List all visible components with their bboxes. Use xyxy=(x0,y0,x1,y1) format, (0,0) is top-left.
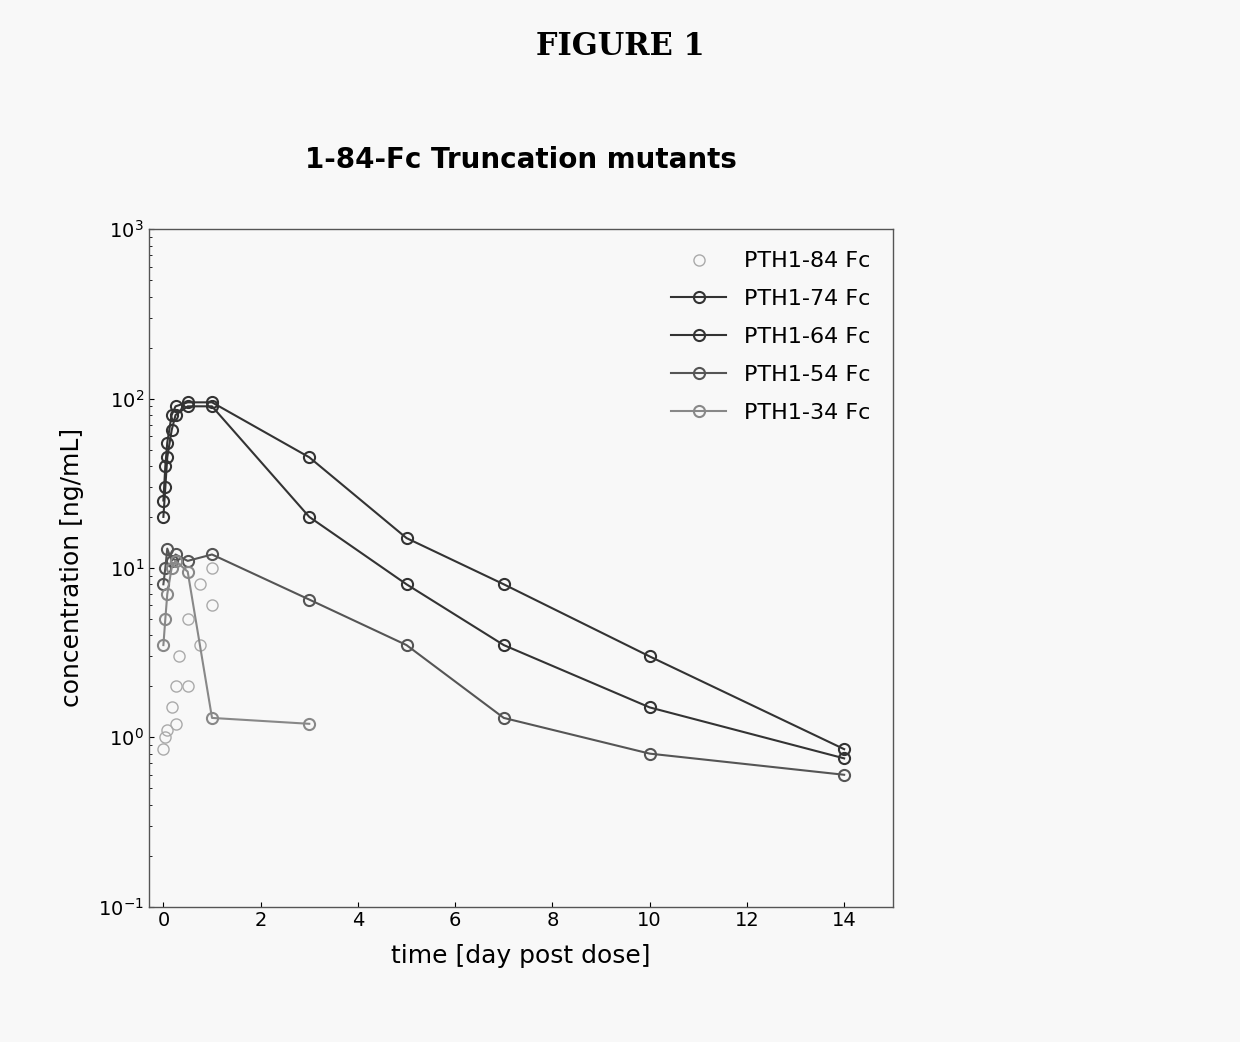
PTH1-64 Fc xyxy=(399,578,414,591)
Y-axis label: concentration [ng/mL]: concentration [ng/mL] xyxy=(61,428,84,708)
PTH1-74 Fc xyxy=(399,531,414,544)
PTH1-34 Fc xyxy=(156,639,171,651)
PTH1-64 Fc xyxy=(169,408,184,421)
Legend: PTH1-84 Fc, PTH1-74 Fc, PTH1-64 Fc, PTH1-54 Fc, PTH1-34 Fc: PTH1-84 Fc, PTH1-74 Fc, PTH1-64 Fc, PTH1… xyxy=(660,241,882,433)
PTH1-34 Fc xyxy=(169,554,184,567)
PTH1-84 Fc xyxy=(172,650,187,663)
PTH1-84 Fc xyxy=(180,680,195,693)
PTH1-84 Fc xyxy=(192,578,207,591)
PTH1-34 Fc xyxy=(164,562,179,574)
PTH1-74 Fc xyxy=(164,408,179,421)
PTH1-74 Fc xyxy=(642,650,657,663)
PTH1-54 Fc xyxy=(180,554,195,567)
PTH1-64 Fc xyxy=(160,451,175,464)
PTH1-34 Fc xyxy=(180,566,195,578)
PTH1-74 Fc xyxy=(180,396,195,408)
PTH1-54 Fc xyxy=(169,548,184,561)
PTH1-54 Fc xyxy=(399,639,414,651)
PTH1-64 Fc xyxy=(164,424,179,437)
PTH1-64 Fc xyxy=(837,752,852,765)
PTH1-54 Fc xyxy=(642,747,657,760)
Text: 1-84-Fc Truncation mutants: 1-84-Fc Truncation mutants xyxy=(305,146,737,174)
PTH1-54 Fc xyxy=(156,578,171,591)
Line: PTH1-74 Fc: PTH1-74 Fc xyxy=(157,397,849,754)
Line: PTH1-54 Fc: PTH1-54 Fc xyxy=(157,543,849,780)
PTH1-84 Fc xyxy=(205,599,219,612)
PTH1-54 Fc xyxy=(164,554,179,567)
PTH1-84 Fc xyxy=(205,562,219,574)
PTH1-84 Fc xyxy=(164,701,179,714)
Line: PTH1-34 Fc: PTH1-34 Fc xyxy=(157,555,315,729)
PTH1-54 Fc xyxy=(160,542,175,554)
PTH1-54 Fc xyxy=(301,593,316,605)
PTH1-74 Fc xyxy=(205,396,219,408)
PTH1-64 Fc xyxy=(180,400,195,413)
Text: FIGURE 1: FIGURE 1 xyxy=(536,31,704,63)
PTH1-74 Fc xyxy=(496,578,511,591)
X-axis label: time [day post dose]: time [day post dose] xyxy=(391,944,651,968)
PTH1-84 Fc xyxy=(169,718,184,730)
PTH1-74 Fc xyxy=(169,400,184,413)
PTH1-84 Fc xyxy=(192,639,207,651)
PTH1-34 Fc xyxy=(205,712,219,724)
PTH1-84 Fc xyxy=(180,613,195,625)
Line: PTH1-64 Fc: PTH1-64 Fc xyxy=(157,401,849,764)
PTH1-34 Fc xyxy=(157,613,172,625)
PTH1-84 Fc xyxy=(160,724,175,737)
PTH1-54 Fc xyxy=(157,562,172,574)
PTH1-84 Fc xyxy=(157,731,172,744)
PTH1-64 Fc xyxy=(157,480,172,493)
PTH1-74 Fc xyxy=(160,437,175,449)
PTH1-54 Fc xyxy=(205,548,219,561)
PTH1-74 Fc xyxy=(157,460,172,472)
PTH1-64 Fc xyxy=(301,511,316,523)
PTH1-84 Fc xyxy=(169,680,184,693)
Line: PTH1-84 Fc: PTH1-84 Fc xyxy=(157,563,217,754)
PTH1-74 Fc xyxy=(301,451,316,464)
PTH1-84 Fc xyxy=(156,743,171,755)
PTH1-74 Fc xyxy=(837,743,852,755)
PTH1-34 Fc xyxy=(301,718,316,730)
PTH1-74 Fc xyxy=(156,494,171,506)
PTH1-64 Fc xyxy=(156,511,171,523)
PTH1-64 Fc xyxy=(496,639,511,651)
PTH1-54 Fc xyxy=(496,712,511,724)
PTH1-64 Fc xyxy=(205,400,219,413)
PTH1-34 Fc xyxy=(160,588,175,600)
PTH1-54 Fc xyxy=(837,769,852,782)
PTH1-64 Fc xyxy=(642,701,657,714)
